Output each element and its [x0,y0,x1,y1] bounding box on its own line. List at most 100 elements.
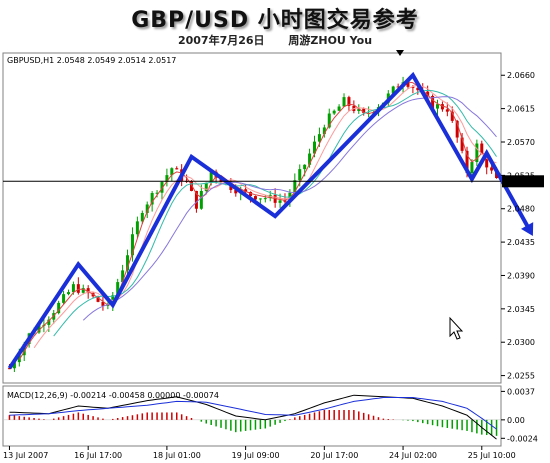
price-tick-label: 2.0390 [507,271,535,280]
candle-body [190,181,193,191]
candle-body [440,104,444,110]
candle-body [7,368,11,370]
time-tick-label: 20 Jul 17:00 [310,451,358,460]
candle-body [135,221,139,235]
candle-body [17,355,21,363]
candle-body [150,193,154,205]
candle-body [337,106,341,111]
candle-body [450,111,454,121]
candle-body [436,104,439,109]
candle-body [322,127,326,135]
candle-body [121,270,125,283]
candle-body [160,182,164,193]
candle-body [175,168,179,170]
chart-author: 周游ZHOU You [288,34,373,47]
candle-body [140,212,144,222]
macd-axis: 0.0037 0.00 -0.0024 [501,387,538,443]
candle-body [37,324,41,333]
price-tick-label: 2.0660 [507,71,535,80]
candle-body [199,190,203,209]
candle-body [480,143,484,154]
time-tick-label: 16 Jul 17:00 [74,451,122,460]
wave-path [7,71,533,370]
candle-body [86,288,90,294]
candle-body [253,196,257,200]
candle-body [327,113,331,128]
candle-body [249,191,253,197]
candle-body [396,86,400,88]
price-panel-frame [2,52,502,384]
price-tick-label: 2.0345 [507,305,535,314]
macd-tick-label: 0.00 [507,416,525,425]
candle-body [317,134,321,142]
macd-label: MACD(12,26,9) -0.00214 -0.00458 0.00000 … [7,391,219,400]
time-tick-label: 13 Jul 2007 [3,451,48,460]
candle-body [263,198,267,200]
candle-body [357,108,361,111]
candle-body [76,284,80,293]
macd-line [9,394,497,440]
candle-body [445,109,449,112]
candle-body [258,198,262,200]
page-title: GBP/USD 小时图交易参考 [131,8,419,33]
candle-body [145,204,149,213]
candle-body [303,164,307,170]
candle-body [347,97,351,106]
candle-body [460,137,464,151]
price-tick-label: 2.0435 [507,238,535,247]
time-tick-label: 24 Jul 02:00 [389,451,437,460]
time-tick-label: 18 Jul 01:00 [153,451,201,460]
candle-body [116,282,120,296]
candle-body [470,162,474,174]
price-tick-label: 2.0255 [507,372,535,381]
candle-body [332,110,336,114]
candle-body [411,86,415,88]
wave-arrowhead [521,222,534,236]
price-tick-label: 2.0300 [507,338,535,347]
candle-body [293,180,297,193]
candle-body [485,153,489,168]
candle-body [47,319,51,325]
candle-body [96,296,100,302]
current-price-badge [502,175,544,188]
candle-body [283,200,287,202]
time-axis: 13 Jul 2007 16 Jul 17:00 18 Jul 01:00 19 Ju… [3,446,516,460]
macd-tick-label: -0.0024 [507,434,538,443]
macd-panel-frame [2,385,502,447]
current-price-label: 2.0517 [506,177,534,186]
macd-tick-label: 0.0037 [507,387,535,396]
candle-body [209,171,213,183]
candle-body [165,175,169,183]
candle-body [155,192,159,194]
chart-date: 2007年7月26日 [177,34,265,47]
candle-body [57,302,61,314]
chart-shift-marker [396,50,404,56]
symbol-info: GBPUSD,H1 2.0548 2.0549 2.0514 2.0517 [7,56,176,65]
time-tick-label: 25 Jul 10:00 [468,451,516,460]
candle-body [101,301,105,306]
candle-body [416,87,420,91]
candle-body [490,167,494,171]
wave-projection [7,71,534,370]
candle-body [431,95,435,109]
candle-body [244,189,248,192]
candle-body [406,82,410,87]
candle-body [308,153,312,165]
candle-body [204,182,208,191]
candle-body [126,255,130,271]
price-tick-label: 2.0615 [507,105,535,114]
candle-body [298,169,302,181]
candle-body [62,294,66,303]
price-tick-label: 2.0480 [507,205,535,214]
candle-body [194,190,198,209]
candle-body [313,141,316,154]
candle-body [71,284,75,293]
macd-panel [3,394,501,440]
candle-body [426,91,430,96]
time-tick-label: 19 Jul 09:00 [232,451,280,460]
macd-signal-line [9,397,497,430]
price-tick-label: 2.0570 [507,138,535,147]
candle-body [342,97,346,107]
candle-body [465,150,469,174]
